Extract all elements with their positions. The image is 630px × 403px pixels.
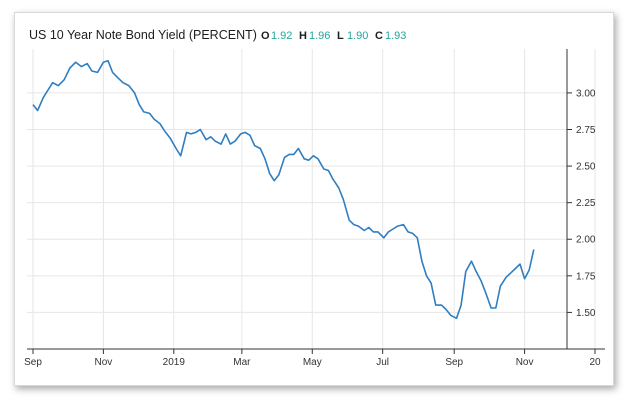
x-tick-label: Nov [94, 357, 112, 368]
axes: 3.00 2.75 2.50 2.25 2.00 1.75 1.50 Sep Nov 2019 Ma… [24, 49, 605, 368]
y-tick-label: 2.00 [576, 235, 596, 246]
x-tick-label: 2019 [163, 357, 186, 368]
chart-title: US 10 Year Note Bond Yield (PERCENT) [29, 28, 257, 42]
grid-lines [27, 49, 596, 349]
x-tick-label: Jul [376, 357, 389, 368]
x-tick-label: Sep [445, 357, 463, 368]
y-tick-label: 3.00 [576, 88, 596, 99]
ohlc-value-h: 1.96 [309, 30, 330, 42]
x-tick-label: Nov [516, 357, 534, 368]
x-tick-label: May [303, 357, 322, 368]
y-tick-label: 2.50 [576, 162, 596, 173]
ohlc-key-l: L [337, 30, 344, 42]
ohlc-key-c: C [375, 30, 383, 42]
yield-series-line [32, 59, 535, 320]
x-tick-label: Mar [233, 357, 251, 368]
y-tick-label: 1.50 [576, 308, 596, 319]
y-tick-label: 2.75 [576, 125, 596, 136]
ohlc-key-o: O [261, 30, 270, 42]
chart-header: US 10 Year Note Bond Yield (PERCENT) O 1.… [29, 28, 406, 42]
ohlc-key-h: H [299, 30, 307, 42]
y-tick-label: 1.75 [576, 271, 596, 282]
ohlc-value-o: 1.92 [271, 30, 292, 42]
plot-area [32, 59, 535, 320]
y-tick-label: 2.25 [576, 198, 596, 209]
ohlc-value-l: 1.90 [347, 30, 368, 42]
ohlc-readout: O 1.92 H 1.96 L 1.90 C 1.93 [261, 30, 406, 42]
x-tick-label: Sep [24, 357, 42, 368]
bond-yield-chart: 3.00 2.75 2.50 2.25 2.00 1.75 1.50 Sep Nov 2019 Ma… [24, 28, 605, 368]
chart-card: 3.00 2.75 2.50 2.25 2.00 1.75 1.50 Sep Nov 2019 Ma… [14, 12, 614, 386]
x-tick-label: 20 [589, 357, 601, 368]
ohlc-value-c: 1.93 [385, 30, 406, 42]
